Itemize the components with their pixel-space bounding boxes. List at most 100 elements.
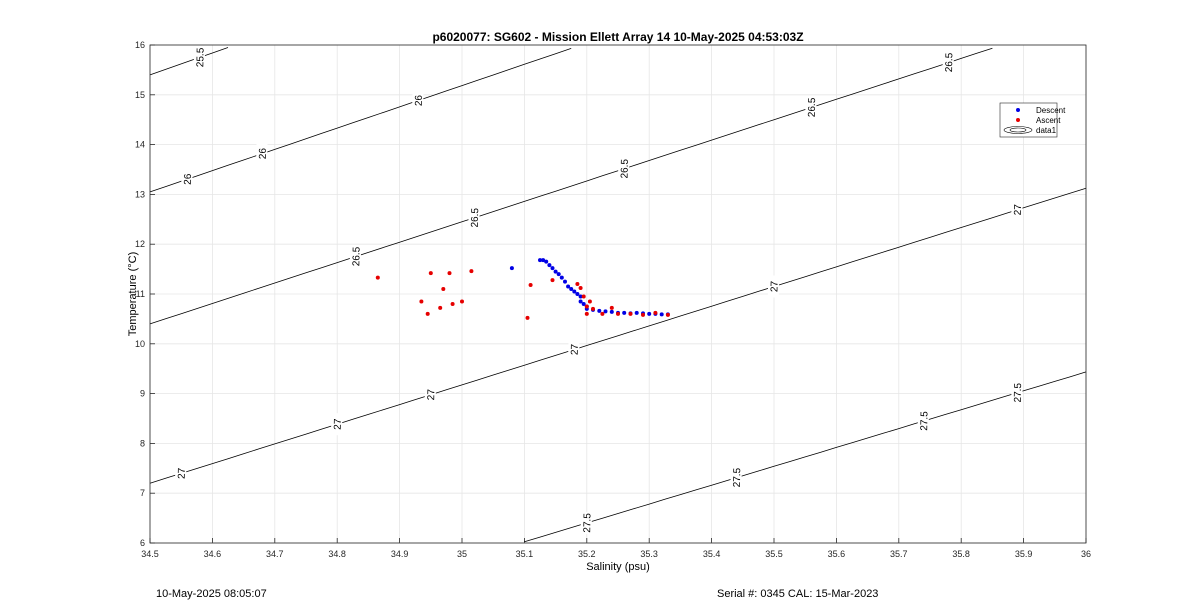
y-tick-label: 7 xyxy=(140,488,145,498)
contour-label-bg xyxy=(330,413,343,436)
contour-label-bg xyxy=(349,245,362,268)
descent-point xyxy=(509,266,514,271)
ascent-point xyxy=(575,282,580,286)
contour-label: 27 xyxy=(333,418,344,430)
descent-point xyxy=(569,287,574,291)
x-tick-label: 35.8 xyxy=(952,549,970,559)
data-points xyxy=(375,258,670,320)
contour-label-bg xyxy=(193,46,206,69)
ascent-point xyxy=(441,287,446,291)
descent-point xyxy=(622,310,627,315)
y-tick-label: 14 xyxy=(135,140,145,150)
ascent-point xyxy=(584,311,589,316)
contour-label-bg xyxy=(256,142,268,165)
descent-point xyxy=(581,302,586,306)
contour-label-group: 26.5 xyxy=(617,157,631,180)
contour-label-group: 26 xyxy=(181,168,194,191)
contour-label: 27 xyxy=(570,343,581,355)
ascent-point xyxy=(450,302,455,306)
legend-box xyxy=(999,102,1058,138)
contour-label: 26.5 xyxy=(620,158,631,178)
ascent-point xyxy=(591,306,595,311)
y-tick-label: 8 xyxy=(140,438,145,448)
contour-label-bg xyxy=(468,206,480,229)
footer-serial: Serial #: 0345 CAL: 15-Mar-2023 xyxy=(717,588,879,600)
contour-label: 26 xyxy=(183,173,194,185)
ascent-point xyxy=(525,315,530,320)
contour-label-bg xyxy=(767,275,780,298)
contour-label-bg xyxy=(174,462,187,485)
contour-label: 27.5 xyxy=(1013,382,1024,402)
isopycnal-25.5 xyxy=(149,47,229,76)
x-tick-label: 35.2 xyxy=(578,549,596,559)
y-tick-label: 9 xyxy=(140,389,145,399)
legend-contour-icon xyxy=(1003,126,1033,134)
x-tick-label: 35.3 xyxy=(640,549,658,559)
contour-label-group: 27.5 xyxy=(1011,381,1024,404)
contour-label-group: 27 xyxy=(1011,198,1024,221)
y-tick-label: 15 xyxy=(135,90,145,100)
x-axis-label: Salinity (psu) xyxy=(586,561,650,573)
contour-label-group: 26 xyxy=(412,89,425,112)
footer-timestamp: 10-May-2025 08:05:07 xyxy=(156,588,267,600)
contour-label-group: 26 xyxy=(256,142,269,165)
x-tick-label: 35.1 xyxy=(516,549,534,559)
ascent-point xyxy=(469,269,474,274)
contour-label-bg xyxy=(730,466,742,489)
contour-label-bg xyxy=(412,89,424,112)
descent-point xyxy=(634,310,639,315)
contour-label-bg xyxy=(617,157,630,180)
ascent-point xyxy=(584,304,589,309)
legend-descent-marker xyxy=(1016,108,1020,112)
ascent-point xyxy=(641,312,645,317)
ascent-point xyxy=(578,286,583,290)
ascent-point xyxy=(550,278,555,283)
chart-title: p6020077: SG602 - Mission Ellett Array 1… xyxy=(432,30,803,44)
contour-label-bg xyxy=(424,383,437,406)
contour-label-group: 26.5 xyxy=(349,245,363,268)
contour-label: 27 xyxy=(769,280,780,292)
ascent-point xyxy=(653,310,658,315)
contour-label-group: 27 xyxy=(767,275,781,298)
x-tick-label: 34.8 xyxy=(328,549,346,559)
contour-label-group: 27 xyxy=(330,413,344,436)
ascent-point xyxy=(425,311,430,316)
contour-label-bg xyxy=(580,511,593,535)
legend-descent-label: Descent xyxy=(1036,106,1066,115)
contour-label-bg xyxy=(942,51,954,74)
descent-point xyxy=(659,312,664,317)
contour-label: 26.5 xyxy=(944,52,955,72)
ascent-point xyxy=(628,311,633,316)
y-tick-label: 12 xyxy=(135,239,145,249)
contour-label-group: 27.5 xyxy=(730,466,743,489)
contour-label-group: 27 xyxy=(568,338,581,361)
contour-label: 27 xyxy=(1013,204,1024,216)
ascent-point xyxy=(460,299,464,304)
y-tick-label: 10 xyxy=(135,339,145,349)
density-contours: 25.5 26 26 26 26.5 26.5 26.5 26.5 26.5 27 27 27 27 27… xyxy=(149,46,1087,543)
ascent-point xyxy=(665,312,670,317)
x-tick-label: 36 xyxy=(1081,549,1091,559)
descent-point xyxy=(647,311,652,316)
contour-label-group: 26.5 xyxy=(468,206,481,229)
ascent-point xyxy=(438,305,443,310)
isopycnal-26.5 xyxy=(149,47,993,325)
isopycnal-26 xyxy=(149,48,572,193)
x-tick-label: 34.7 xyxy=(266,549,284,559)
ascent-point xyxy=(581,294,586,299)
y-tick-label: 6 xyxy=(140,538,145,548)
contour-label-group: 27.5 xyxy=(580,511,594,535)
descent-point xyxy=(559,275,564,280)
y-axis-label: Temperature (°C) xyxy=(127,252,139,336)
ascent-point xyxy=(587,299,592,304)
contour-label-group: 26.5 xyxy=(942,51,955,74)
descent-point xyxy=(566,284,571,289)
descent-point xyxy=(572,289,577,294)
x-tick-label: 34.6 xyxy=(204,549,222,559)
x-tick-labels: 34.5 34.6 34.7 34.8 34.9 35 35.1 35.2 35.3 35.4 35… xyxy=(141,549,1091,559)
contour-label: 26 xyxy=(414,94,425,106)
descent-point xyxy=(563,279,567,284)
descent-point xyxy=(578,294,583,299)
descent-point xyxy=(550,266,555,271)
